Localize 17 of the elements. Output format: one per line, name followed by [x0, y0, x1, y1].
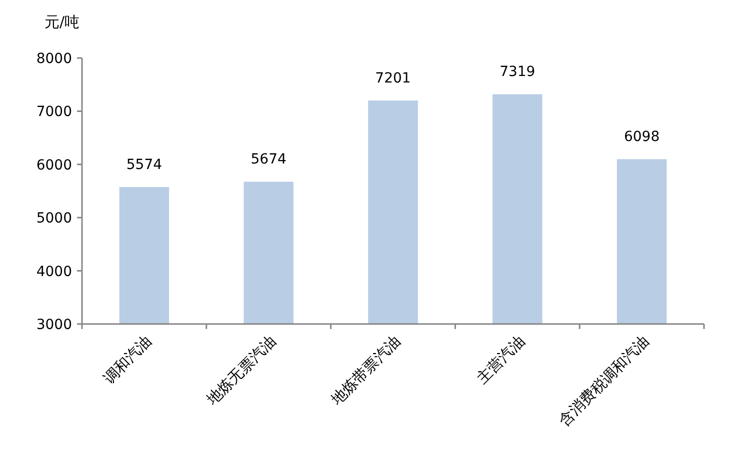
y-tick-label: 4000 [36, 264, 72, 280]
y-tick-label: 8000 [36, 51, 72, 67]
x-tick-label: 地炼带票汽油 [326, 332, 404, 410]
data-label: 5574 [126, 157, 162, 174]
x-tick-label: 地炼无票汽油 [202, 332, 280, 410]
y-tick-label: 6000 [36, 157, 72, 174]
x-tick-label: 含消费税调和汽油 [555, 332, 653, 430]
x-tick-label: 调和汽油 [100, 332, 156, 388]
data-label: 5674 [250, 152, 286, 168]
data-label: 7201 [375, 70, 411, 87]
data-label: 7319 [500, 64, 536, 80]
y-tick-label: 5000 [36, 210, 72, 227]
data-label: 6098 [624, 129, 660, 146]
y-axis-title: 元/吨 [44, 13, 80, 31]
y-tick-label: 7000 [36, 104, 72, 120]
y-tick-label: 3000 [36, 317, 72, 333]
x-tick-label: 主营汽油 [473, 332, 528, 388]
